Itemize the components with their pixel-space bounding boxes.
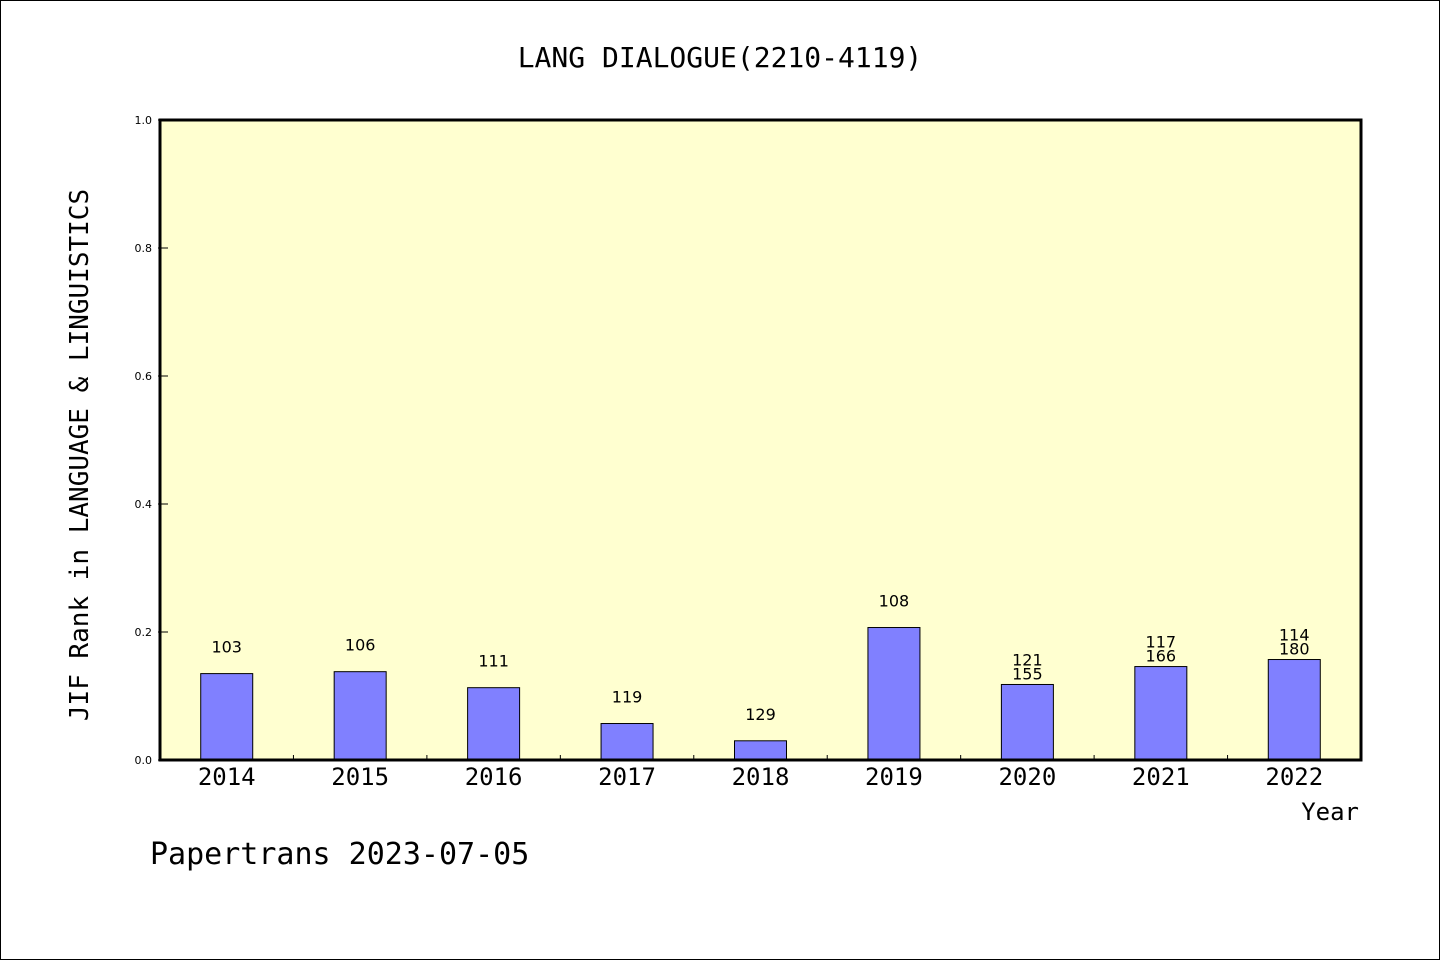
x-tick-label: 2022 — [1265, 763, 1323, 791]
bar — [600, 723, 654, 761]
bar — [734, 740, 787, 761]
data-label: 114 — [1279, 626, 1310, 645]
y-axis-label: JIF Rank in LANGUAGE & LINGUISTICS — [65, 189, 95, 721]
data-label: 106 — [345, 636, 376, 655]
y-tick-label: 0.8 — [135, 242, 153, 255]
data-label: 119 — [612, 688, 643, 707]
bar — [467, 687, 521, 761]
plot-border — [158, 118, 1363, 762]
data-label: 166 — [1146, 647, 1177, 666]
x-tick-label: 2014 — [198, 763, 256, 791]
plot-area — [158, 118, 1363, 762]
x-axis: 2014 2015 2016 2017 2018 2019 2020 2021 2022 — [198, 755, 1323, 791]
x-tick-label: 2017 — [598, 763, 656, 791]
y-tick-label: 0.6 — [135, 370, 153, 383]
data-label: 117 — [1146, 633, 1177, 652]
y-axis: 0.0 0.2 0.4 0.6 0.8 1.0 — [135, 114, 168, 767]
data-label: 111 — [478, 652, 509, 671]
x-tick-label: 2016 — [465, 763, 523, 791]
data-label: 108 — [879, 592, 910, 611]
data-label: 121 — [1012, 650, 1043, 669]
data-label: 129 — [745, 705, 776, 724]
y-tick-label: 1.0 — [135, 114, 153, 127]
x-tick-label: 2019 — [865, 763, 923, 791]
bar — [1000, 683, 1054, 761]
bar-series — [200, 627, 1321, 761]
bar — [333, 671, 387, 761]
footer-text: Papertrans 2023-07-05 — [150, 837, 529, 872]
bar — [200, 673, 254, 761]
data-label: 103 — [211, 638, 242, 657]
x-tick-label: 2015 — [331, 763, 389, 791]
x-axis-label: Year — [1301, 798, 1359, 826]
data-label: 155 — [1012, 664, 1043, 683]
y-tick-label: 0.4 — [135, 498, 153, 511]
y-tick-label: 0.0 — [135, 754, 153, 767]
y-tick-label: 0.2 — [135, 626, 153, 639]
bar — [1134, 666, 1188, 761]
data-label: 180 — [1279, 640, 1310, 659]
x-tick-label: 2018 — [732, 763, 790, 791]
x-tick-label: 2021 — [1132, 763, 1190, 791]
chart-title: LANG DIALOGUE(2210-4119) — [518, 41, 923, 74]
bar — [1267, 659, 1321, 761]
x-tick-label: 2020 — [998, 763, 1056, 791]
bar — [867, 627, 921, 761]
